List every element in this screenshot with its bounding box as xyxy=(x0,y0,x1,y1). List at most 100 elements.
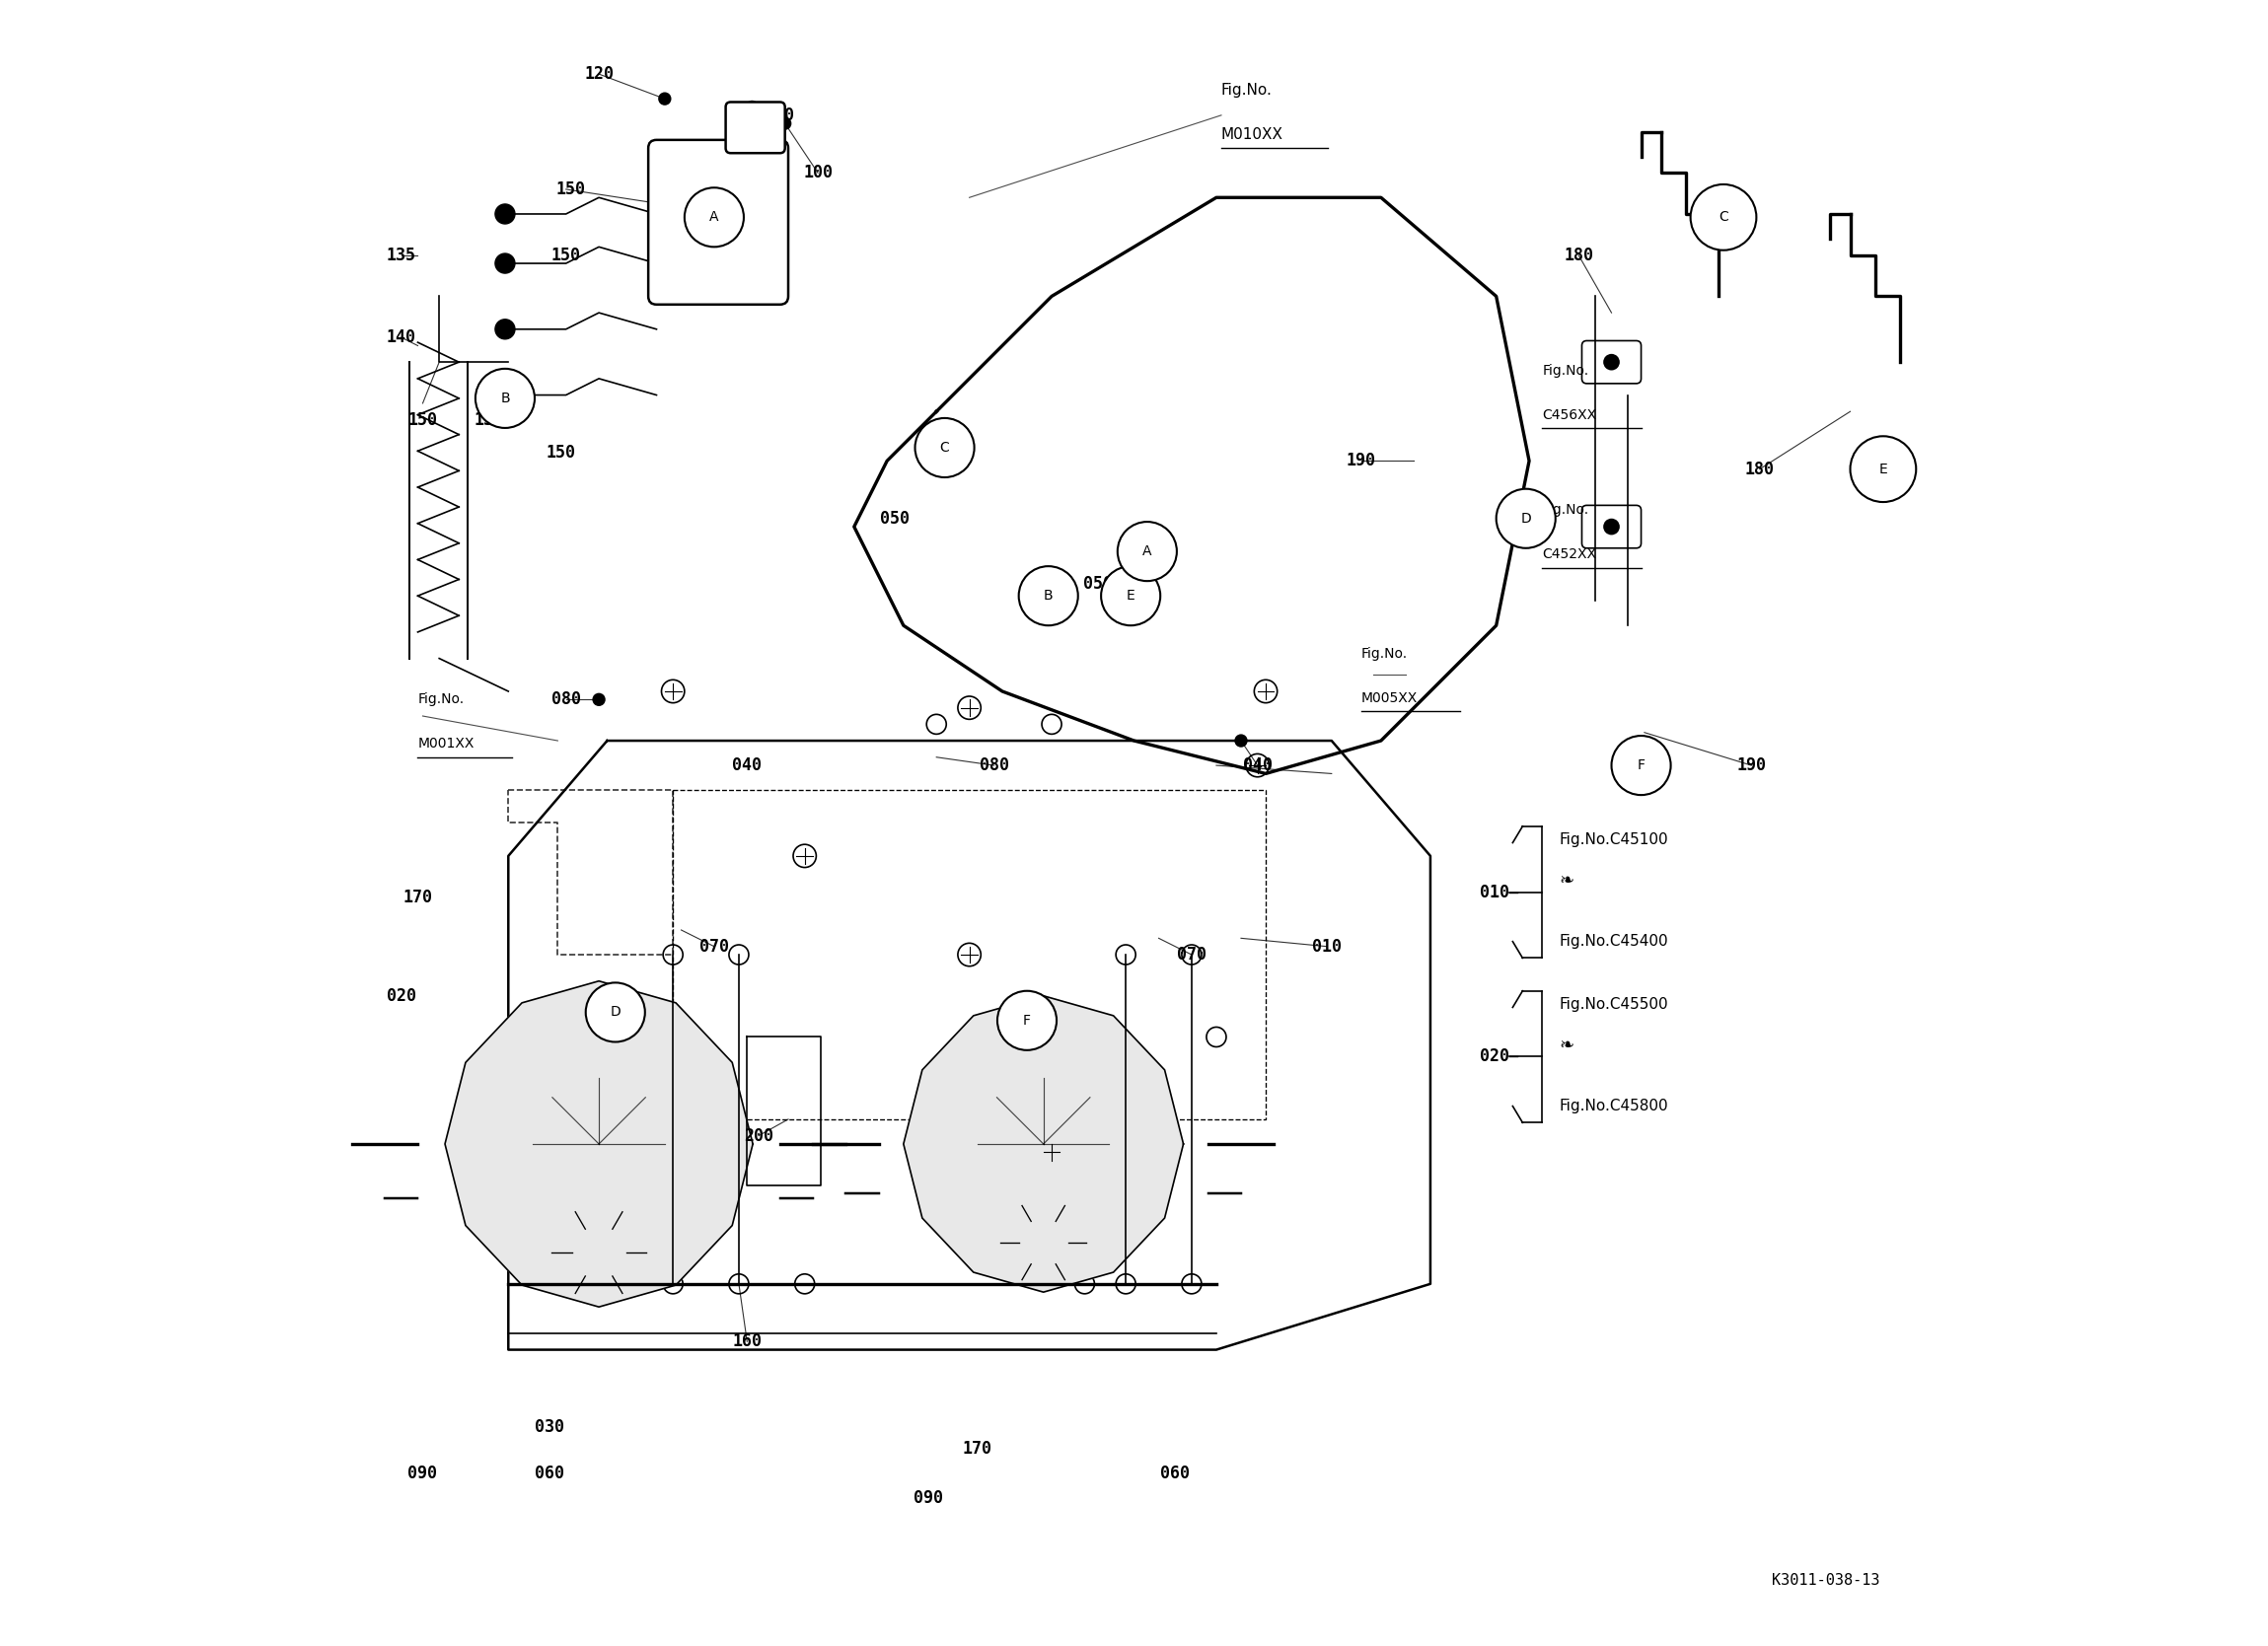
Circle shape xyxy=(1075,1274,1095,1294)
Text: 200: 200 xyxy=(744,1128,773,1144)
Circle shape xyxy=(794,1274,814,1294)
Text: E: E xyxy=(1127,589,1134,602)
Text: 010: 010 xyxy=(1479,884,1510,900)
Text: 040: 040 xyxy=(733,757,762,774)
Text: 090: 090 xyxy=(914,1490,943,1506)
Text: Fig.No.: Fig.No. xyxy=(1542,504,1590,517)
Text: Fig.No.: Fig.No. xyxy=(417,693,465,706)
Circle shape xyxy=(1690,184,1755,250)
Text: F: F xyxy=(1637,759,1644,772)
Circle shape xyxy=(1118,522,1177,581)
Circle shape xyxy=(778,117,792,130)
Circle shape xyxy=(1497,489,1556,548)
Text: 080: 080 xyxy=(980,757,1009,774)
Text: 150: 150 xyxy=(547,444,576,461)
Circle shape xyxy=(1254,680,1277,703)
Text: 135: 135 xyxy=(386,247,415,263)
Circle shape xyxy=(1027,1128,1059,1160)
Text: 160: 160 xyxy=(733,1333,762,1350)
Circle shape xyxy=(914,418,975,477)
Text: Fig.No.C45500: Fig.No.C45500 xyxy=(1558,997,1667,1011)
Text: 170: 170 xyxy=(964,1440,993,1457)
Text: ❧: ❧ xyxy=(1558,1037,1574,1053)
Polygon shape xyxy=(445,981,753,1307)
Text: 120: 120 xyxy=(585,66,615,82)
Circle shape xyxy=(494,253,515,273)
Text: Fig.No.: Fig.No. xyxy=(1220,84,1272,97)
Text: A: A xyxy=(1143,545,1152,558)
Circle shape xyxy=(1245,754,1270,777)
FancyBboxPatch shape xyxy=(726,102,785,153)
Text: 180: 180 xyxy=(1744,461,1774,477)
Text: F: F xyxy=(1023,1014,1032,1027)
Text: Fig.No.C45400: Fig.No.C45400 xyxy=(1558,935,1667,948)
Circle shape xyxy=(585,983,644,1042)
Circle shape xyxy=(1851,436,1916,502)
Circle shape xyxy=(1603,518,1619,535)
Text: 100: 100 xyxy=(803,165,832,181)
Text: 190: 190 xyxy=(1737,757,1767,774)
Circle shape xyxy=(494,385,515,405)
Circle shape xyxy=(1613,736,1672,795)
Circle shape xyxy=(592,693,606,706)
Circle shape xyxy=(476,369,535,428)
Text: Fig.No.C45100: Fig.No.C45100 xyxy=(1558,833,1667,846)
Text: 060: 060 xyxy=(1161,1465,1191,1481)
Text: 110: 110 xyxy=(764,107,794,123)
Text: 090: 090 xyxy=(408,1465,438,1481)
Text: M001XX: M001XX xyxy=(417,737,474,751)
Text: 020: 020 xyxy=(1479,1049,1510,1065)
Circle shape xyxy=(658,92,671,105)
Text: 150: 150 xyxy=(551,247,581,263)
Text: 060: 060 xyxy=(535,1465,565,1481)
Text: 080: 080 xyxy=(551,691,581,708)
Text: 070: 070 xyxy=(699,938,728,955)
Text: C452XX: C452XX xyxy=(1542,548,1597,561)
Text: C456XX: C456XX xyxy=(1542,408,1597,421)
Circle shape xyxy=(1100,566,1161,625)
Text: 180: 180 xyxy=(1563,247,1594,263)
Text: 010: 010 xyxy=(1311,938,1340,955)
Text: 190: 190 xyxy=(1347,453,1377,469)
Text: 050: 050 xyxy=(1084,576,1114,593)
Circle shape xyxy=(928,714,946,734)
Text: E: E xyxy=(1878,463,1887,476)
Text: 140: 140 xyxy=(386,329,415,346)
Polygon shape xyxy=(903,996,1184,1292)
Text: 150: 150 xyxy=(556,181,585,198)
FancyBboxPatch shape xyxy=(649,140,789,305)
Text: M010XX: M010XX xyxy=(1220,128,1284,142)
Circle shape xyxy=(1207,1027,1227,1047)
Text: C: C xyxy=(939,441,950,454)
Text: ❧: ❧ xyxy=(1558,872,1574,889)
Circle shape xyxy=(662,680,685,703)
Circle shape xyxy=(494,204,515,224)
Text: 020: 020 xyxy=(386,988,415,1004)
Text: Fig.No.C45800: Fig.No.C45800 xyxy=(1558,1100,1667,1113)
Text: 150: 150 xyxy=(408,412,438,428)
Circle shape xyxy=(1041,714,1061,734)
Circle shape xyxy=(746,100,758,114)
Text: Fig.No.: Fig.No. xyxy=(1542,364,1590,377)
Text: C: C xyxy=(1719,211,1728,224)
Circle shape xyxy=(794,844,816,867)
Circle shape xyxy=(685,188,744,247)
Circle shape xyxy=(998,991,1057,1050)
Text: K3011-038-13: K3011-038-13 xyxy=(1771,1574,1880,1587)
Circle shape xyxy=(957,696,980,719)
Text: D: D xyxy=(610,1006,621,1019)
Circle shape xyxy=(1234,734,1247,747)
Text: B: B xyxy=(1043,589,1052,602)
Text: 040: 040 xyxy=(1243,757,1272,774)
Text: 170: 170 xyxy=(404,889,433,905)
Circle shape xyxy=(581,1126,617,1162)
Circle shape xyxy=(1603,354,1619,370)
Circle shape xyxy=(494,319,515,339)
Text: Fig.No.: Fig.No. xyxy=(1361,647,1408,660)
Text: B: B xyxy=(501,392,510,405)
Text: M005XX: M005XX xyxy=(1361,691,1418,704)
Text: 050: 050 xyxy=(880,510,909,527)
Circle shape xyxy=(1041,1141,1064,1164)
Text: 130: 130 xyxy=(474,412,503,428)
Circle shape xyxy=(957,943,980,966)
